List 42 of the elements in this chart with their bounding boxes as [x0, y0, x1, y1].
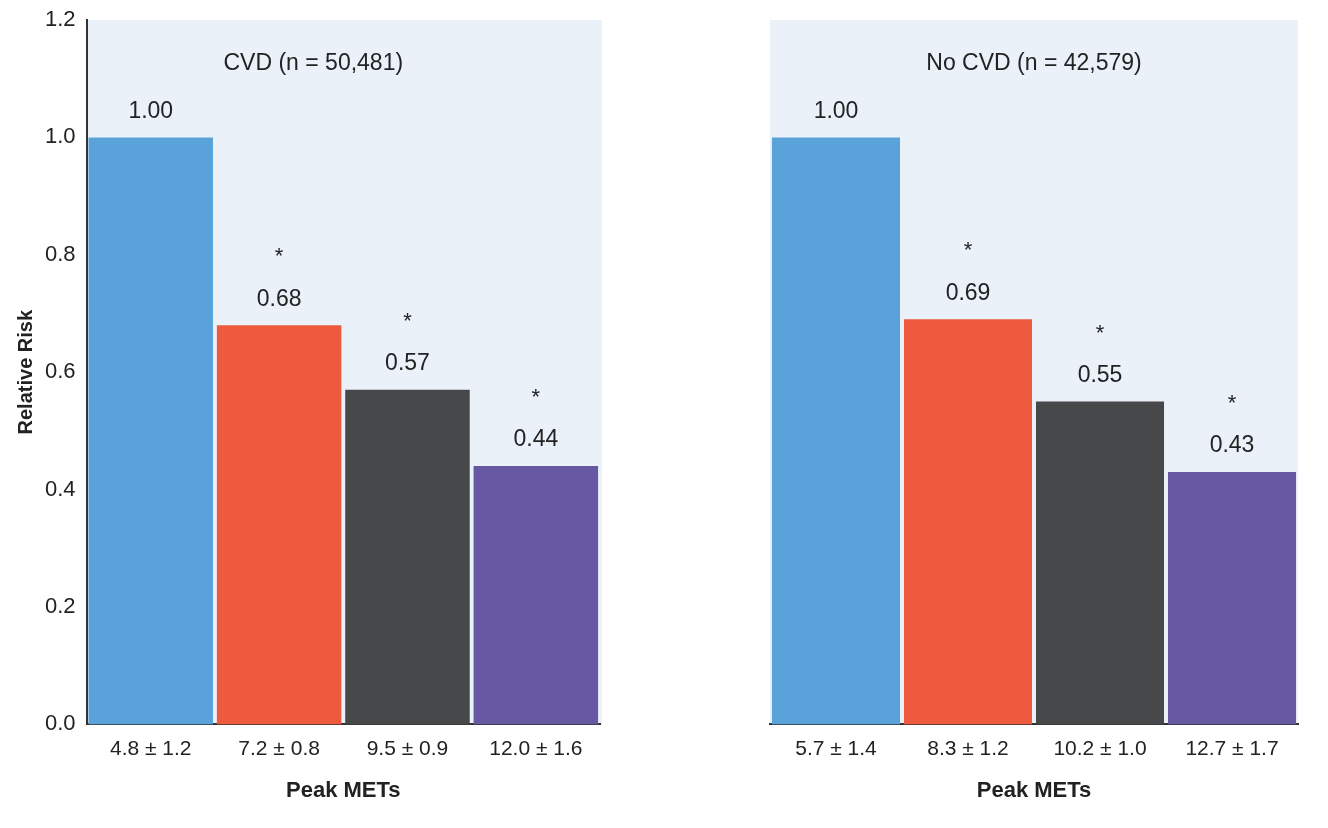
y-tick-label: 0.0: [44, 710, 76, 736]
data-label: 1.00: [813, 96, 859, 123]
bar: [903, 319, 1033, 725]
x-tick-label: 10.2 ± 1.0: [1053, 735, 1147, 759]
bar: [473, 466, 599, 725]
y-tick-label: 0.8: [44, 240, 76, 266]
data-label: 1.00: [128, 96, 174, 123]
x-tick-label: 12.0 ± 1.6: [489, 735, 583, 759]
x-tick-label: 9.5 ± 0.9: [366, 735, 449, 759]
x-tick-label: 4.8 ± 1.2: [109, 735, 192, 759]
bar: [1035, 401, 1165, 725]
annotation: *: [1227, 390, 1237, 416]
text: CVD (n = 50,481): [223, 49, 404, 76]
bar: [88, 137, 214, 725]
data-label: 0.68: [256, 284, 302, 311]
x-tick-label: 7.2 ± 0.8: [238, 735, 320, 759]
text: No CVD (n = 42,579): [926, 49, 1142, 76]
annotation: *: [531, 384, 541, 410]
data-label: 0.44: [513, 425, 559, 452]
data-label: 0.69: [945, 278, 991, 305]
y-tick-label: 0.6: [44, 358, 76, 384]
x-axis-title: Peak METs: [286, 776, 401, 802]
bar: [771, 137, 901, 725]
bar: [216, 325, 342, 725]
x-tick-label: 5.7 ± 1.4: [795, 735, 878, 759]
annotation: *: [963, 237, 973, 263]
y-tick-label: 0.2: [44, 593, 76, 619]
x-axis-title: Peak METs: [976, 776, 1092, 802]
annotation: *: [274, 243, 284, 269]
bar: [345, 389, 470, 725]
annotation: *: [1095, 319, 1105, 345]
bar: [1167, 471, 1297, 725]
y-tick-label: 1.2: [44, 6, 76, 32]
data-label: 0.43: [1209, 431, 1255, 458]
data-label: 0.57: [385, 349, 430, 376]
annotation: *: [403, 307, 413, 333]
y-axis-title: Relative Risk: [13, 309, 36, 435]
x-tick-label: 8.3 ± 1.2: [927, 735, 1009, 759]
x-tick-label: 12.7 ± 1.7: [1185, 735, 1279, 759]
y-tick-label: 0.4: [44, 475, 76, 501]
y-tick-label: 1.0: [44, 123, 76, 149]
data-label: 0.55: [1077, 360, 1123, 387]
